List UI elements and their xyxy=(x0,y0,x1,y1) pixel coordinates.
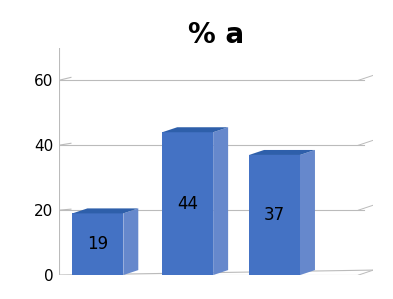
Polygon shape xyxy=(249,155,300,275)
Polygon shape xyxy=(249,150,315,155)
Text: 19: 19 xyxy=(87,235,108,253)
Text: 37: 37 xyxy=(264,206,285,224)
Polygon shape xyxy=(72,208,138,213)
Polygon shape xyxy=(162,132,213,275)
Polygon shape xyxy=(300,150,315,275)
Polygon shape xyxy=(72,213,123,275)
Text: % a: % a xyxy=(188,21,244,49)
Polygon shape xyxy=(162,127,228,132)
Polygon shape xyxy=(213,127,228,275)
Polygon shape xyxy=(123,208,138,275)
Text: 44: 44 xyxy=(177,195,198,213)
